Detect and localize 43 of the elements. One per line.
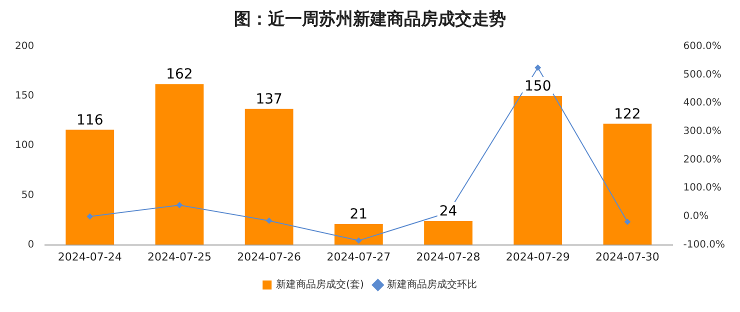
bar bbox=[424, 220, 472, 245]
y2-tick-label: 600.0% bbox=[683, 40, 722, 52]
chart-title: 图：近一周苏州新建商品房成交走势 bbox=[234, 10, 506, 30]
data-label: 150 bbox=[524, 78, 552, 95]
data-label: 162 bbox=[166, 66, 193, 83]
point bbox=[356, 238, 362, 244]
data-label: 122 bbox=[614, 106, 641, 122]
point bbox=[86, 213, 93, 220]
point bbox=[266, 218, 272, 224]
data-label: 116 bbox=[76, 112, 104, 128]
x-tick-label: 2024-07-30 bbox=[595, 250, 660, 264]
y-tick-label: 100 bbox=[14, 140, 34, 152]
x-tick-label: 2024-07-29 bbox=[506, 250, 570, 264]
bar bbox=[603, 124, 652, 245]
x-tick-label: 2024-07-24 bbox=[58, 250, 122, 264]
y2-tick-label: 200.0% bbox=[683, 154, 722, 166]
y2-tick-label: 100.0% bbox=[683, 182, 722, 194]
y-tick-label: 150 bbox=[14, 90, 34, 102]
x-tick-label: 2024-07-25 bbox=[148, 250, 212, 264]
y2-tick-label: 400.0% bbox=[683, 98, 722, 109]
point bbox=[534, 64, 541, 71]
x-tick-label: 2024-07-27 bbox=[326, 250, 391, 264]
bar bbox=[334, 224, 383, 245]
x-tick-label: 2024-07-28 bbox=[416, 250, 480, 264]
y-tick-label: 200 bbox=[14, 40, 34, 52]
bar bbox=[514, 96, 562, 245]
data-label: 24 bbox=[439, 204, 458, 220]
data-label: 137 bbox=[256, 92, 282, 108]
data-label: 21 bbox=[350, 206, 368, 223]
legend-label: 新建商品房成交(套) bbox=[276, 278, 364, 291]
point bbox=[624, 218, 630, 225]
y2-tick-label: 300.0% bbox=[683, 126, 722, 138]
y2-tick-label: -100.0% bbox=[683, 239, 726, 250]
bar bbox=[66, 130, 114, 245]
y2-tick-label: 500.0% bbox=[683, 69, 722, 80]
point bbox=[176, 202, 182, 208]
y-tick-label: 0 bbox=[28, 239, 34, 250]
x-tick-label: 2024-07-26 bbox=[237, 250, 302, 264]
y2-tick-label: 0.0% bbox=[683, 211, 709, 222]
bar bbox=[244, 108, 294, 245]
legend-label: 新建商品房成交环比 bbox=[386, 278, 477, 291]
y-tick-label: 50 bbox=[21, 190, 34, 201]
bar bbox=[155, 84, 204, 245]
